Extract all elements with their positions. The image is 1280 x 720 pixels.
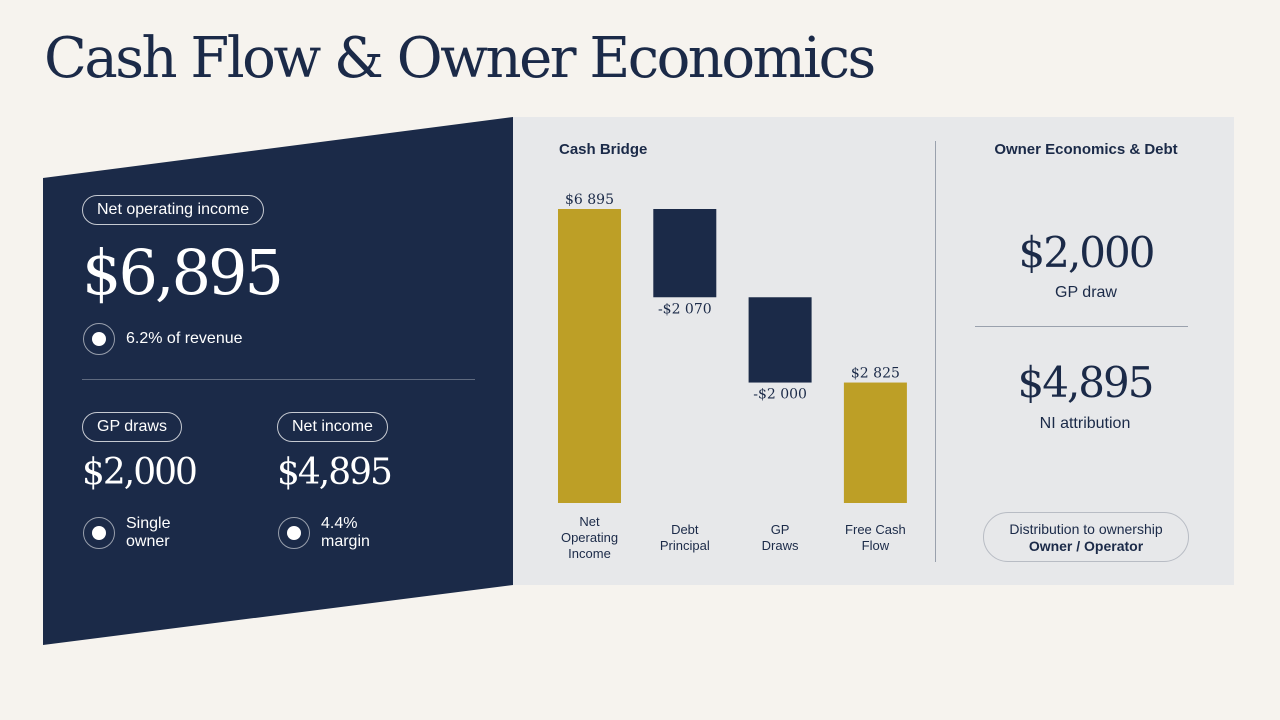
data-label-0: $6 895 <box>565 192 614 208</box>
gp-draws-pill: GP draws <box>82 412 182 442</box>
category-label-0: Operating <box>561 530 618 545</box>
owner-divider <box>975 326 1188 327</box>
category-label-2: Draws <box>762 538 799 553</box>
chart-title: Cash Bridge <box>559 141 648 158</box>
gp-draw-label: GP draw <box>1055 284 1117 301</box>
owner-heading: Owner Economics & Debt <box>994 141 1178 158</box>
distribution-owner: Owner / Operator <box>1028 538 1144 554</box>
ni-attribution-label: NI attribution <box>1039 415 1131 432</box>
bullet-icon <box>83 517 115 549</box>
category-label-2: GP <box>771 522 790 537</box>
noi-value: $6,895 <box>82 236 284 309</box>
highlight-panel-shape <box>43 117 513 645</box>
category-label-0: Net <box>579 514 600 529</box>
distribution-pill: Distribution to ownership Owner / Operat… <box>983 512 1189 562</box>
data-label-1: -$2 070 <box>658 301 712 317</box>
bullet-icon <box>278 517 310 549</box>
data-label-3: $2 825 <box>851 366 900 382</box>
page-title: Cash Flow & Owner Economics <box>44 26 876 91</box>
bar-0 <box>558 209 621 503</box>
category-label-1: Principal <box>660 538 710 553</box>
net-income-value: $4,895 <box>277 452 393 493</box>
bar-3 <box>843 382 907 503</box>
chart-panel <box>513 117 1234 585</box>
bar-2 <box>748 297 812 383</box>
gp-draws-value: $2,000 <box>82 452 198 493</box>
category-label-3: Flow <box>862 538 890 553</box>
left-divider <box>82 379 475 380</box>
category-label-1: Debt <box>671 522 699 537</box>
bullet-icon <box>83 323 115 355</box>
data-label-2: -$2 000 <box>753 387 807 403</box>
category-label-3: Free Cash <box>845 522 906 537</box>
bar-1 <box>653 209 717 298</box>
noi-pill: Net operating income <box>82 195 265 225</box>
distribution-label: Distribution to ownership <box>1009 521 1163 537</box>
noi-note: 6.2% of revenue <box>126 330 243 347</box>
category-label-0: Income <box>568 546 611 561</box>
section-divider <box>935 141 936 562</box>
net-income-pill: Net income <box>277 412 388 442</box>
gp-draw-value: $2,000 <box>1018 228 1156 277</box>
net-income-note: 4.4% margin <box>321 515 370 550</box>
ni-attribution-value: $4,895 <box>1017 358 1155 407</box>
gp-draws-note: Single owner <box>126 515 171 550</box>
